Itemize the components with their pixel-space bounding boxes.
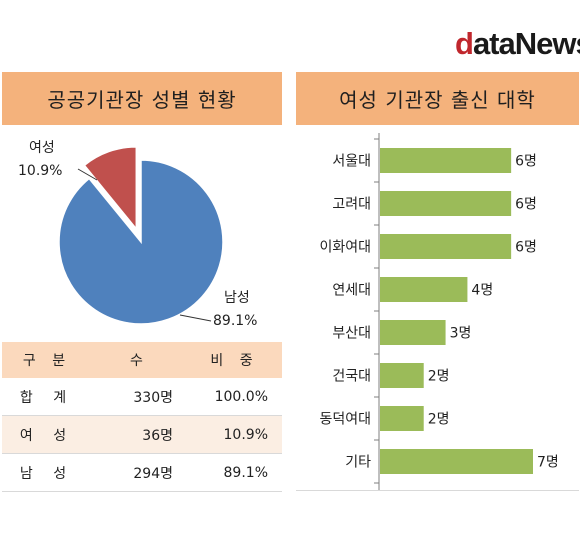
bar-value-label: 2명 <box>428 369 450 385</box>
bar-category-label: 서울대 <box>332 154 371 170</box>
right-panel-bottom-rule <box>296 490 579 491</box>
header-count: 수 <box>92 342 187 378</box>
bar-value-label: 7명 <box>537 455 559 471</box>
gender-pie-chart: 여성 10.9% 남성 89.1% <box>18 140 257 329</box>
header-category: 구 분 <box>2 342 92 378</box>
bar-3 <box>380 234 512 259</box>
pie-slice-female <box>83 146 138 231</box>
table-row: 합 계 330명 100.0% <box>2 378 282 416</box>
table-header-row: 구 분 수 비 중 <box>2 342 282 378</box>
row-label: 남 성 <box>2 453 92 492</box>
row-count: 36명 <box>92 415 187 454</box>
pie-label-female: 여성 <box>29 140 55 156</box>
header-share: 비 중 <box>187 342 282 378</box>
bar-7 <box>380 406 424 431</box>
bar-8 <box>380 449 533 474</box>
row-share: 89.1% <box>187 453 282 492</box>
row-count: 330명 <box>92 378 187 416</box>
bar-value-label: 3명 <box>450 326 472 342</box>
gender-summary-table: 구 분 수 비 중 합 계 330명 100.0% 여 성 36명 10.9% … <box>2 342 282 492</box>
pie-leader-male <box>179 314 212 322</box>
bar-2 <box>380 191 512 216</box>
pie-label-male: 남성 <box>224 290 250 306</box>
pie-slice-male <box>58 159 224 325</box>
bar-category-label: 고려대 <box>332 197 371 213</box>
bar-1 <box>380 148 512 173</box>
bar-value-label: 6명 <box>515 197 537 213</box>
row-label: 합 계 <box>2 378 92 416</box>
bar-value-label: 2명 <box>428 412 450 428</box>
bar-category-label: 동덕여대 <box>319 412 371 428</box>
bar-category-label: 연세대 <box>332 283 371 299</box>
bar-5 <box>380 320 446 345</box>
table-row: 남 성 294명 89.1% <box>2 453 282 492</box>
datanews-logo: dataNews <box>455 26 580 61</box>
bar-value-label: 6명 <box>515 154 537 170</box>
pie-leader-female <box>77 168 98 181</box>
university-bar-panel: 서울대 6명 고려대 6명 이화여대 6명 연세대 4명 부산대 3명 건국대 2명 동덕여대 2명 기타 7… <box>296 125 579 493</box>
bar-category-label: 기타 <box>345 455 371 471</box>
bar-category-label: 이화여대 <box>319 240 371 256</box>
row-label: 여 성 <box>2 415 92 454</box>
row-share: 10.9% <box>187 415 282 454</box>
university-panel-title: 여성 기관장 출신 대학 <box>296 72 579 125</box>
pie-value-female: 10.9% <box>18 163 62 179</box>
bar-value-label: 4명 <box>471 283 493 299</box>
bar-4 <box>380 277 468 302</box>
gender-pie-panel: 여성 10.9% 남성 89.1% <box>2 125 282 490</box>
table-row: 여 성 36명 10.9% <box>2 415 282 454</box>
bar-category-label: 건국대 <box>332 369 371 385</box>
bar-category-label: 부산대 <box>332 326 371 342</box>
row-count: 294명 <box>92 453 187 492</box>
row-share: 100.0% <box>187 378 282 416</box>
bar-6 <box>380 363 424 388</box>
gender-panel-title: 공공기관장 성별 현황 <box>2 72 282 125</box>
bar-value-label: 6명 <box>515 240 537 256</box>
pie-value-male: 89.1% <box>213 313 257 329</box>
